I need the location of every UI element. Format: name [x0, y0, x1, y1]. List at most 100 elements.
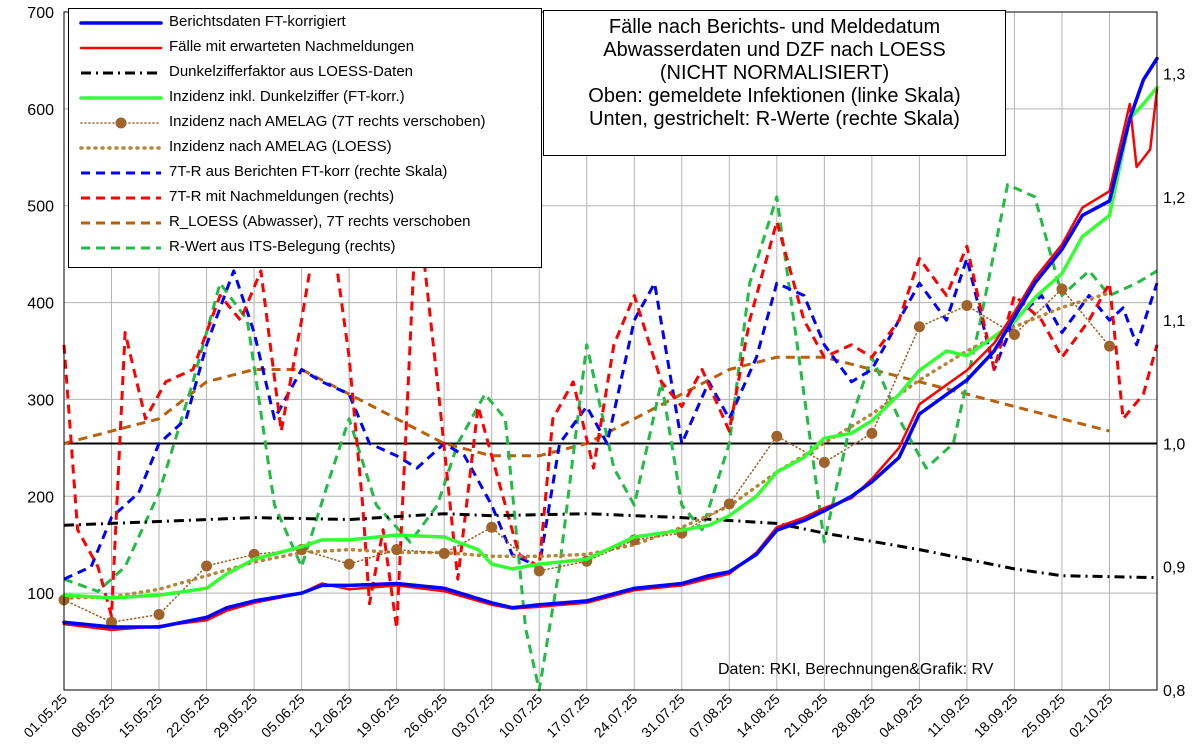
x-tick-label: 19.06.25 [353, 691, 403, 741]
legend-label: Berichtsdaten FT-korrigiert [169, 13, 346, 30]
legend-label: Inzidenz inkl. Dunkelziffer (FT-korr.) [169, 88, 405, 105]
legend-swatch [79, 46, 163, 50]
data-point [486, 521, 498, 533]
legend-label: 7T-R mit Nachmeldungen (rechts) [169, 188, 395, 205]
legend-swatch [79, 21, 163, 25]
x-tick-label: 03.07.25 [448, 691, 498, 741]
chart-title-line: Abwasserdaten und DZF nach LOESS [603, 39, 946, 61]
legend-item: Inzidenz nach AMELAG (7T rechts verschob… [69, 111, 539, 135]
chart-title-line: Oben: gemeldete Infektionen (linke Skala… [588, 85, 961, 107]
y-left-tick-label: 500 [27, 199, 54, 216]
legend-swatch [80, 117, 162, 129]
data-point [771, 430, 783, 442]
x-tick-label: 17.07.25 [543, 691, 593, 741]
data-point [1056, 283, 1068, 295]
x-tick-label: 10.07.25 [495, 691, 545, 741]
legend-item: Inzidenz inkl. Dunkelziffer (FT-korr.) [69, 86, 539, 110]
legend: Berichtsdaten FT-korrigiert Fälle mit er… [68, 8, 542, 268]
legend-item: R_LOESS (Abwasser), 7T rechts verschoben [69, 211, 539, 235]
x-tick-label: 01.05.25 [20, 691, 70, 741]
x-tick-label: 22.05.25 [163, 691, 213, 741]
legend-item: Berichtsdaten FT-korrigiert [69, 11, 539, 35]
y-left-tick-label: 200 [27, 489, 54, 506]
data-point [818, 456, 830, 468]
data-point [391, 544, 403, 556]
x-tick-label: 18.09.25 [971, 691, 1021, 741]
data-point [961, 299, 973, 311]
data-point [723, 498, 735, 510]
y-right-tick-label: 0,9 [1163, 560, 1185, 577]
series-line [63, 512, 1158, 580]
source-note: Daten: RKI, Berechnungen&Grafik: RV [718, 661, 994, 678]
chart-title-line: (NICHT NORMALISIERT) [659, 62, 890, 84]
x-tick-label: 12.06.25 [305, 691, 355, 741]
series-line [62, 85, 1159, 600]
x-tick-label: 26.06.25 [400, 691, 450, 741]
data-point [866, 427, 878, 439]
legend-item: Inzidenz nach AMELAG (LOESS) [69, 136, 539, 160]
x-tick-label: 25.09.25 [1018, 691, 1068, 741]
legend-label: Dunkelzifferfaktor aus LOESS-Daten [169, 63, 414, 80]
data-point [106, 616, 118, 628]
data-point [533, 565, 545, 577]
legend-swatch [79, 146, 163, 150]
legend-swatch [81, 171, 161, 175]
y-right-tick-label: 1,1 [1163, 313, 1185, 330]
legend-label: R_LOESS (Abwasser), 7T rechts verschoben [169, 213, 471, 230]
x-tick-label: 04.09.25 [876, 691, 926, 741]
y-right-tick-label: 1,3 [1163, 67, 1185, 84]
x-tick-label: 24.07.25 [591, 691, 641, 741]
legend-swatch [81, 246, 161, 250]
legend-item: Dunkelzifferfaktor aus LOESS-Daten [69, 61, 539, 85]
x-tick-label: 08.05.25 [68, 691, 118, 741]
series-line [63, 183, 1158, 692]
legend-swatch [81, 221, 161, 225]
legend-label: R-Wert aus ITS-Belegung (rechts) [169, 238, 396, 255]
data-point [1008, 329, 1020, 341]
x-tick-label: 02.10.25 [1066, 691, 1116, 741]
legend-label: Inzidenz nach AMELAG (LOESS) [169, 138, 392, 155]
y-left-tick-label: 100 [27, 586, 54, 603]
legend-swatch [81, 196, 161, 200]
x-tick-label: 28.08.25 [828, 691, 878, 741]
chart-title-line: Unten, gestrichelt: R-Werte (rechte Skal… [589, 108, 960, 130]
legend-item: Fälle mit erwarteten Nachmeldungen [69, 36, 539, 60]
legend-swatch-marker [115, 117, 127, 129]
series-line [62, 291, 1112, 600]
legend-label: Inzidenz nach AMELAG (7T rechts verschob… [169, 113, 486, 130]
series-line [62, 195, 1159, 630]
data-point [201, 560, 213, 572]
data-point [913, 321, 925, 333]
y-left-tick-label: 400 [27, 296, 54, 313]
y-right-tick-label: 0,8 [1163, 683, 1185, 700]
x-tick-label: 07.08.25 [686, 691, 736, 741]
x-tick-label: 21.08.25 [781, 691, 831, 741]
y-left-tick-label: 700 [27, 5, 54, 22]
series-layer [58, 56, 1159, 692]
x-tick-label: 05.06.25 [258, 691, 308, 741]
y-left-tick-label: 600 [27, 102, 54, 119]
x-tick-label: 29.05.25 [210, 691, 260, 741]
legend-label: Fälle mit erwarteten Nachmeldungen [169, 38, 415, 55]
y-right-tick-label: 1,2 [1163, 190, 1185, 207]
y-right-tick-label: 1,0 [1163, 436, 1185, 453]
chart-title-line: Fälle nach Berichts- und Meldedatum [608, 16, 941, 38]
legend-item: 7T-R mit Nachmeldungen (rechts) [69, 186, 539, 210]
legend-swatch [81, 71, 161, 75]
legend-item: R-Wert aus ITS-Belegung (rechts) [69, 236, 539, 260]
x-tick-label: 15.05.25 [115, 691, 165, 741]
legend-swatch [79, 96, 163, 100]
chart-title-box: Fälle nach Berichts- und Meldedatum Abwa… [543, 10, 1006, 156]
data-point [438, 547, 450, 559]
legend-item: 7T-R aus Berichten FT-korr (rechte Skala… [69, 161, 539, 185]
series-line [62, 56, 1159, 629]
x-tick-label: 11.09.25 [924, 691, 973, 740]
x-tick-label: 31.07.25 [638, 691, 688, 741]
data-point [1103, 340, 1115, 352]
data-point [343, 558, 355, 570]
legend-label: 7T-R aus Berichten FT-korr (rechte Skala… [169, 163, 448, 180]
x-tick-label: 14.08.25 [733, 691, 783, 741]
data-point [153, 608, 165, 620]
y-left-tick-label: 300 [27, 392, 54, 409]
